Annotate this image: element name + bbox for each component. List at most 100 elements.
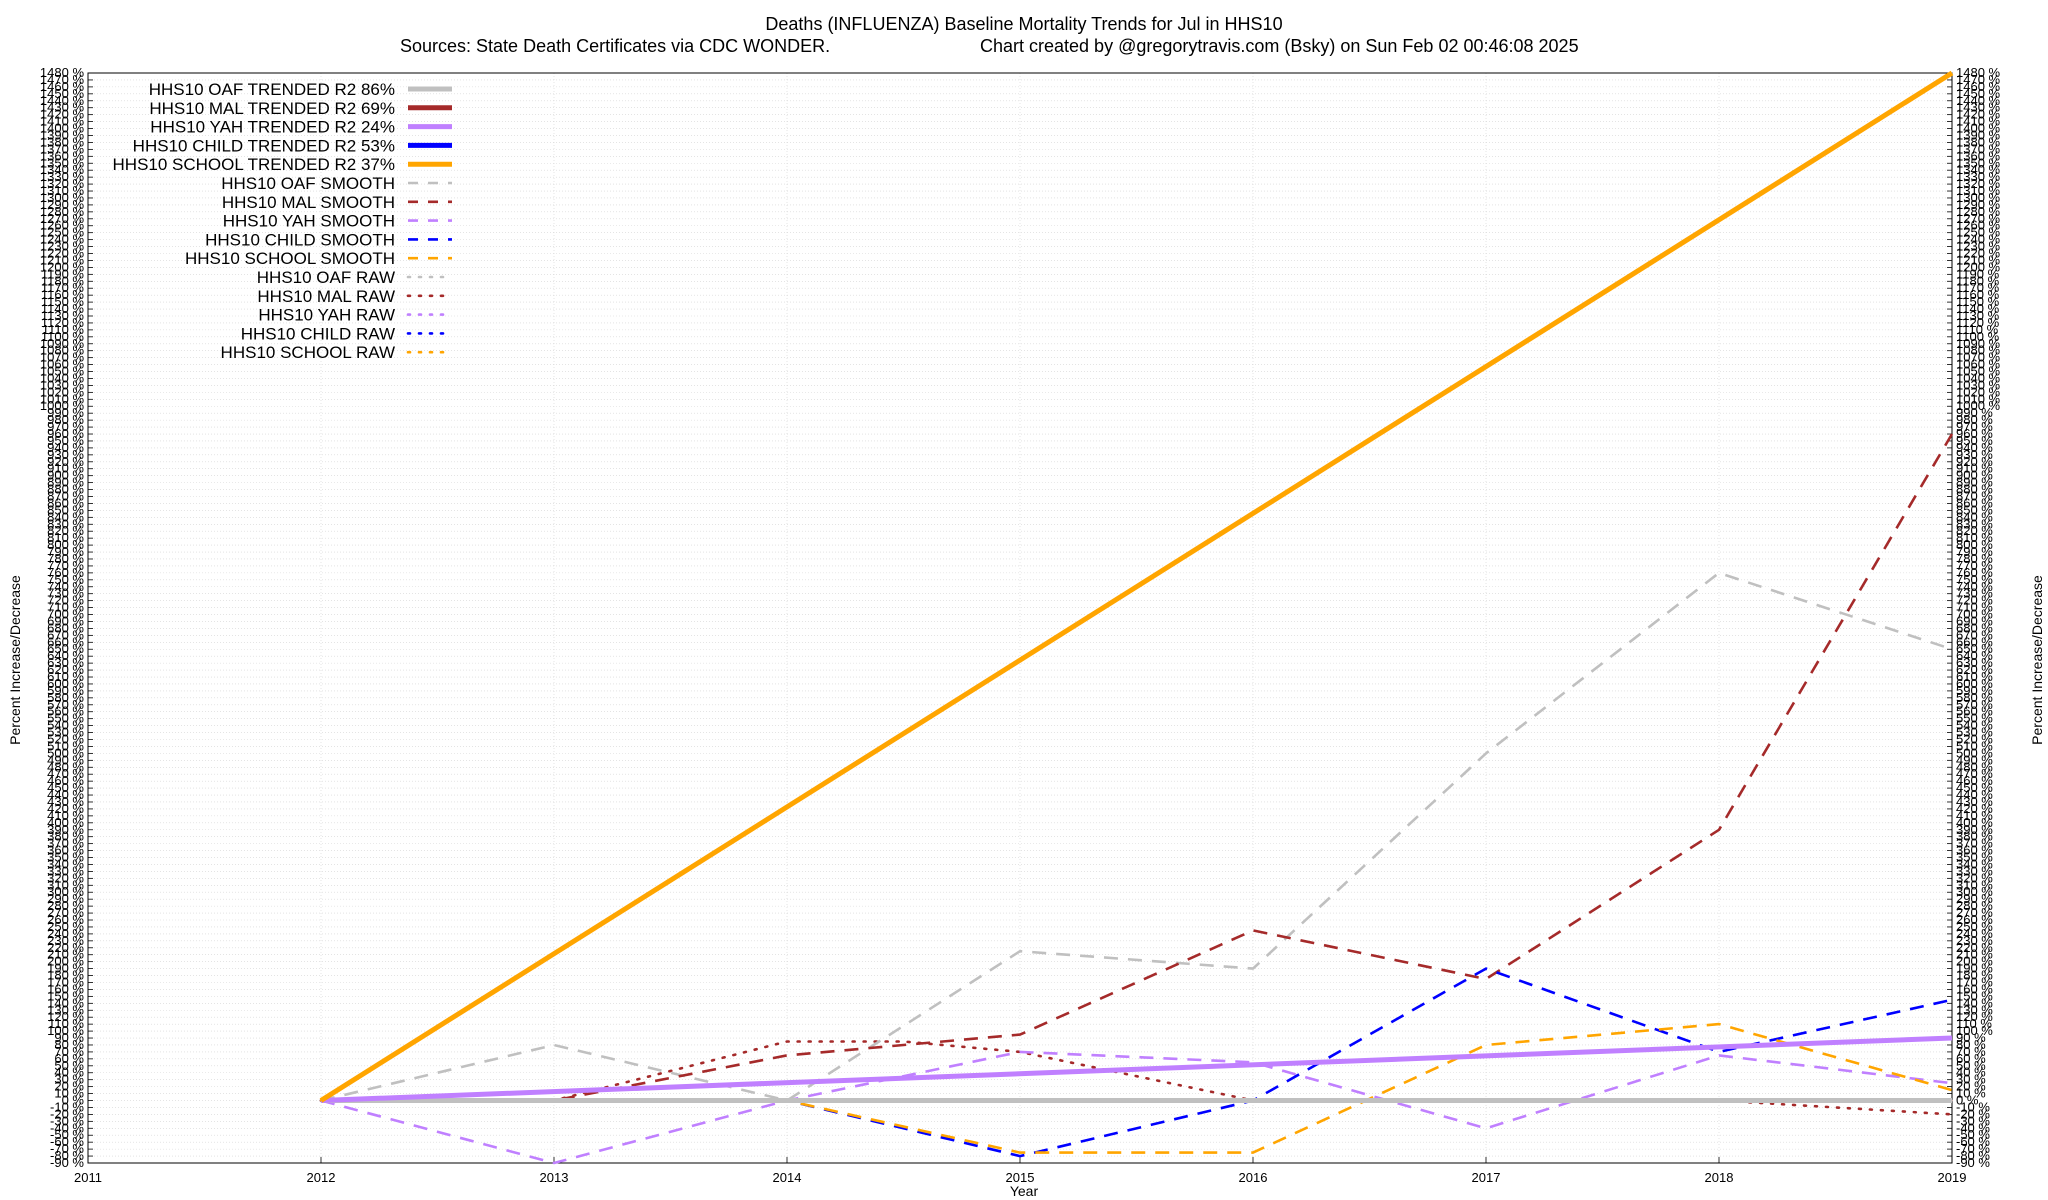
- y-tick-label-left: 1080 %: [40, 343, 85, 358]
- y-tick-label-right: 1470 %: [1956, 72, 2001, 87]
- legend-label: HHS10 YAH TRENDED R2 24%: [150, 118, 395, 137]
- y-tick-label-right: 1390 %: [1956, 127, 2001, 142]
- y-tick-label-right: 390 %: [1956, 822, 1993, 837]
- y-tick-label-right: 100 %: [1956, 1023, 1993, 1038]
- y-tick-label-right: 1240 %: [1956, 232, 2001, 247]
- x-tick-label: 2018: [1705, 1170, 1734, 1185]
- y-tick-label-left: 390 %: [47, 822, 84, 837]
- y-tick-label-right: 920 %: [1956, 454, 1993, 469]
- y-tick-label-left: 680 %: [47, 620, 84, 635]
- y-tick-label-right: 770 %: [1956, 558, 1993, 573]
- y-tick-label-left: 570 %: [47, 697, 84, 712]
- y-tick-label-left: 630 %: [47, 655, 84, 670]
- x-tick-label: 2012: [307, 1170, 336, 1185]
- y-tick-label-left: 320 %: [47, 870, 84, 885]
- y-tick-label-left: 550 %: [47, 711, 84, 726]
- y-tick-label-left: 1420 %: [40, 107, 85, 122]
- y-tick-label-right: 660 %: [1956, 634, 1993, 649]
- y-tick-label-right: 960 %: [1956, 426, 1993, 441]
- y-tick-label-right: 370 %: [1956, 836, 1993, 851]
- y-tick-label-right: -20 %: [1956, 1106, 1990, 1121]
- y-tick-label-left: 1180 %: [41, 273, 85, 288]
- y-tick-label-left: 960 %: [47, 426, 84, 441]
- y-tick-label-right: 680 %: [1956, 620, 1993, 635]
- y-tick-label-left: 350 %: [47, 850, 84, 865]
- y-tick-label-left: 260 %: [47, 912, 84, 927]
- y-tick-label-left: 1240 %: [40, 232, 85, 247]
- y-tick-label-left: 1400 %: [40, 121, 85, 136]
- y-tick-label-right: 460 %: [1956, 773, 1993, 788]
- y-tick-label-left: 880 %: [47, 482, 84, 497]
- y-tick-label-right: 440 %: [1956, 787, 1993, 802]
- y-tick-label-right: 1090 %: [1956, 336, 2001, 351]
- y-tick-label-left: 1390 %: [40, 127, 85, 142]
- x-tick-label: 2015: [1006, 1170, 1035, 1185]
- y-tick-label-left: 220 %: [47, 940, 84, 955]
- y-tick-label-left: 510 %: [47, 738, 84, 753]
- y-tick-label-right: -60 %: [1956, 1134, 1990, 1149]
- y-tick-label-left: -80 %: [50, 1148, 84, 1163]
- y-tick-label-right: 210 %: [1956, 947, 1993, 962]
- y-tick-label-left: 1260 %: [40, 218, 85, 233]
- y-tick-label-right: 760 %: [1956, 565, 1993, 580]
- legend-label: HHS10 OAF TRENDED R2 86%: [149, 80, 395, 99]
- y-tick-label-left: 310 %: [47, 877, 84, 892]
- y-tick-label-left: 1230 %: [40, 239, 85, 254]
- y-axis-label-left: Percent Increase/Decrease: [7, 575, 23, 745]
- y-tick-label-right: 240 %: [1956, 926, 1993, 941]
- y-tick-label-right: -30 %: [1956, 1113, 1990, 1128]
- y-tick-label-right: -40 %: [1956, 1120, 1990, 1135]
- y-tick-label-left: 460 %: [47, 773, 84, 788]
- y-tick-label-right: 140 %: [1956, 995, 1993, 1010]
- y-tick-label-left: 430 %: [47, 794, 84, 809]
- y-tick-label-left: 660 %: [47, 634, 84, 649]
- y-tick-label-left: 90 %: [54, 1030, 84, 1045]
- y-tick-label-left: 1330 %: [40, 169, 85, 184]
- y-tick-label-right: 490 %: [1956, 752, 1993, 767]
- y-tick-label-left: 650 %: [47, 641, 84, 656]
- y-tick-label-right: 1010 %: [1956, 391, 2001, 406]
- y-tick-label-left: 1300 %: [40, 190, 85, 205]
- y-tick-label-left: 340 %: [47, 856, 84, 871]
- legend-label: HHS10 SCHOOL RAW: [221, 343, 395, 362]
- y-tick-label-right: 50 %: [1956, 1058, 1986, 1073]
- y-tick-label-left: 1200 %: [40, 259, 85, 274]
- y-tick-label-left: 500 %: [47, 745, 84, 760]
- x-tick-label: 2019: [1938, 1170, 1967, 1185]
- y-tick-label-right: 630 %: [1956, 655, 1993, 670]
- y-tick-label-left: 130 %: [47, 1002, 84, 1017]
- y-tick-label-right: 850 %: [1956, 502, 1993, 517]
- chart-subtitle-credit: Chart created by @gregorytravis.com (Bsk…: [980, 36, 1579, 56]
- y-tick-label-right: 1380 %: [1956, 134, 2001, 149]
- y-tick-label-right: 610 %: [1956, 669, 1993, 684]
- y-tick-label-right: 90 %: [1956, 1030, 1986, 1045]
- y-tick-label-right: 160 %: [1956, 981, 1993, 996]
- x-tick-label: 2016: [1239, 1170, 1268, 1185]
- y-tick-label-right: 380 %: [1956, 829, 1993, 844]
- y-tick-label-right: -90 %: [1956, 1155, 1990, 1170]
- legend-label: HHS10 MAL RAW: [257, 287, 395, 306]
- y-tick-label-right: 750 %: [1956, 572, 1993, 587]
- y-tick-label-right: 310 %: [1956, 877, 1993, 892]
- y-tick-label-right: 300 %: [1956, 884, 1993, 899]
- y-tick-label-right: 1250 %: [1956, 225, 2001, 240]
- y-tick-label-right: 810 %: [1956, 530, 1993, 545]
- plot-border: [87, 72, 1953, 1164]
- y-tick-label-right: 180 %: [1956, 968, 1993, 983]
- y-tick-label-right: 1160 %: [1956, 287, 2000, 302]
- axes: -90 % -90 %-80 % -80 %-70 % -70 %-60 % -60 %…: [40, 65, 2001, 1185]
- y-tick-label-right: 470 %: [1956, 766, 1993, 781]
- y-tick-label-right: 1410 %: [1956, 114, 2001, 129]
- y-tick-label-right: 1120 %: [1956, 315, 2000, 330]
- y-tick-label-left: 30 %: [54, 1072, 84, 1087]
- y-tick-label-left: 860 %: [47, 495, 84, 510]
- y-tick-label-left: 1470 %: [40, 72, 85, 87]
- y-tick-label-left: 270 %: [47, 905, 84, 920]
- y-tick-label-right: 1330 %: [1956, 169, 2001, 184]
- y-tick-label-right: 410 %: [1956, 808, 1993, 823]
- y-tick-label-left: 870 %: [47, 489, 84, 504]
- y-tick-label-left: -70 %: [50, 1141, 84, 1156]
- y-tick-label-left: 200 %: [47, 954, 84, 969]
- y-tick-label-right: 420 %: [1956, 801, 1993, 816]
